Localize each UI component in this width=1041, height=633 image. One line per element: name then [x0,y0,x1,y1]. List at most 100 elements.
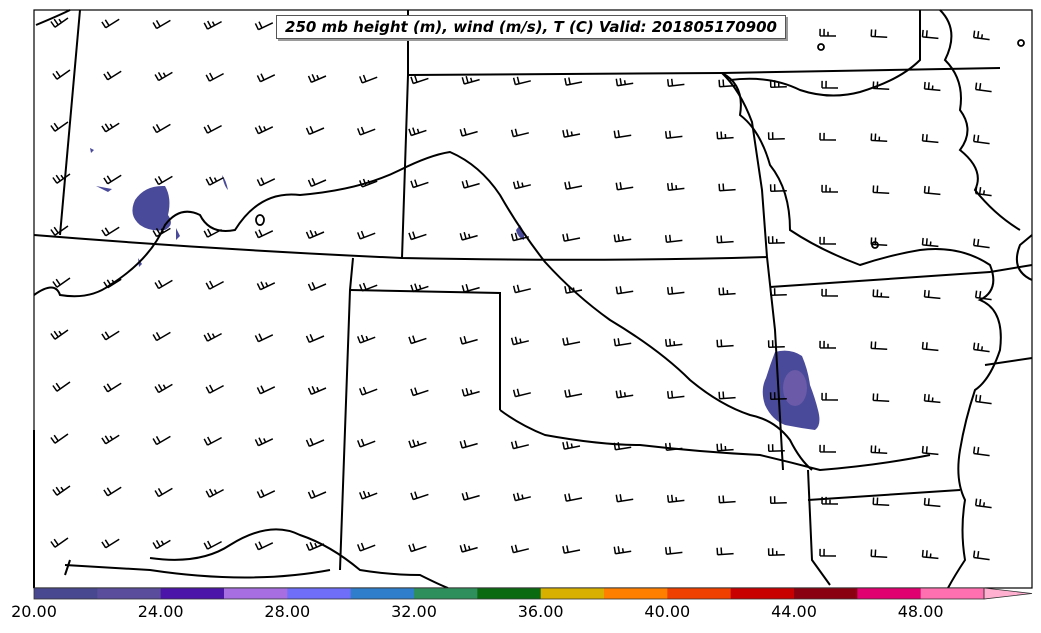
wind-barb [459,439,478,449]
wind-barb [154,71,173,82]
wind-barb [256,177,276,187]
wind-barb [664,546,683,555]
wind-barb [921,133,939,144]
wind-barb [716,443,734,452]
lake-marker [817,43,825,51]
border-ok-ar [766,256,784,471]
wind-barb [461,387,480,397]
wind-barb [974,290,992,301]
wind-barb [50,433,69,444]
wind-barb [819,548,837,557]
wind-barb [205,176,224,186]
wind-barb [512,284,531,294]
colorbar-cell [667,588,732,599]
wind-barb [510,544,529,554]
wind-barb [767,132,785,141]
wind-barb [716,547,734,556]
wind-barb [718,183,736,192]
wind-barb [870,549,888,558]
colorbar-cell [540,588,605,599]
wind-barb [307,281,327,291]
wind-barb [921,29,939,40]
wind-barb [613,338,632,347]
wind-barb [305,437,325,447]
colorbar-cell [920,588,985,599]
wind-barb [461,283,480,293]
wind-barb [769,496,787,505]
wind-barb [819,132,837,141]
wind-barb [974,186,992,197]
wind-barb [872,393,890,402]
border-tx-sw [64,564,331,579]
wind-barb [408,543,427,553]
wind-barb [716,235,734,244]
lake-marker [1017,39,1025,47]
temperature-shade-core [783,370,807,406]
wind-barb [459,127,478,137]
wind-barb [718,391,736,400]
wind-barb [459,231,478,241]
wind-barb [101,538,120,549]
wind-barb [101,18,120,29]
wind-barb [305,333,325,343]
wind-barb [152,331,171,342]
colorbar-cell [224,588,288,599]
wind-barb [101,330,120,341]
wind-barb [256,489,276,499]
wind-barb [615,78,634,87]
wind-barb [972,550,990,561]
wind-barb [870,341,888,350]
wind-barb [50,17,69,28]
wind-barb [459,543,478,553]
wind-barb [307,385,327,395]
wind-barb [923,289,941,300]
wind-barb [152,123,171,134]
wind-barb [767,444,785,453]
river-arkansas [33,150,813,471]
wind-barb [972,342,990,353]
wind-barb [974,498,992,509]
colorbar-cell [97,588,162,599]
wind-barb [718,495,736,504]
wind-barb [356,542,376,552]
wind-barb [510,128,529,138]
wind-barb [152,539,171,550]
wind-barb [664,442,683,451]
wind-barb [254,229,274,239]
wind-barb [921,445,939,456]
wind-barb [870,133,888,142]
colorbar-cell [477,588,542,599]
wind-barb [562,129,581,138]
wind-barb [972,30,990,41]
wind-barb [769,288,787,297]
wind-barb [154,279,173,290]
wind-barb [52,277,71,288]
rivers-coastlines [33,9,1033,589]
wind-barb [103,70,122,81]
wind-barb [50,225,69,236]
wind-barb [410,491,429,501]
wind-barb [205,488,224,498]
wind-barb [510,336,529,346]
wind-barb [410,75,429,85]
wind-barb [716,131,734,140]
wind-barb [305,125,325,135]
temperature-shade-region [516,225,525,240]
wind-barb [718,79,736,88]
wind-barb [461,75,480,85]
wind-barb [256,281,276,291]
wind-barb [666,78,685,87]
wind-barb [562,545,581,554]
wind-barb [819,236,837,245]
wind-barb [664,234,683,243]
wind-barb [613,234,632,243]
wind-barb [666,494,685,503]
wind-barb [769,80,787,89]
colorbar-tick-label: 24.00 [137,602,184,621]
wind-barb [358,386,378,396]
colorbar-tick-label: 28.00 [264,602,311,621]
wind-barb [718,287,736,296]
wind-barb [356,230,376,240]
colorbar-cell [287,588,352,599]
